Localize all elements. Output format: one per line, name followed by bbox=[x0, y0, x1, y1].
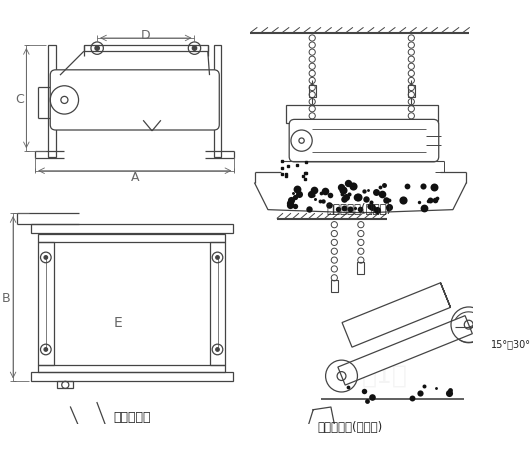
Bar bbox=[84, 46, 208, 52]
Polygon shape bbox=[338, 316, 472, 385]
Circle shape bbox=[95, 47, 99, 51]
Text: A: A bbox=[130, 170, 139, 183]
Bar bbox=[286, 106, 438, 124]
Bar bbox=[31, 224, 233, 233]
Text: B: B bbox=[2, 291, 10, 304]
Bar bbox=[408, 86, 415, 98]
Bar bbox=[38, 242, 54, 366]
Bar bbox=[357, 262, 365, 275]
Text: 15°～30°: 15°～30° bbox=[491, 339, 530, 349]
Circle shape bbox=[216, 348, 219, 351]
Text: C: C bbox=[15, 92, 24, 106]
Circle shape bbox=[216, 256, 219, 260]
FancyBboxPatch shape bbox=[289, 120, 439, 162]
Bar bbox=[214, 46, 221, 158]
Text: E: E bbox=[114, 315, 123, 329]
Bar bbox=[38, 235, 225, 242]
Text: 安装示意图(倾斜式): 安装示意图(倾斜式) bbox=[317, 420, 383, 433]
Bar bbox=[57, 381, 73, 389]
Polygon shape bbox=[342, 283, 450, 348]
Bar bbox=[209, 242, 225, 366]
Circle shape bbox=[44, 256, 48, 260]
Bar bbox=[48, 46, 56, 158]
Text: 安装示意图(水平式): 安装示意图(水平式) bbox=[326, 202, 392, 215]
Text: 外形尺寸图: 外形尺寸图 bbox=[113, 410, 151, 423]
Text: 第1格: 第1格 bbox=[362, 363, 408, 386]
Bar bbox=[308, 86, 316, 98]
Text: D: D bbox=[141, 29, 151, 42]
Bar bbox=[31, 373, 233, 381]
Bar bbox=[38, 366, 225, 373]
FancyBboxPatch shape bbox=[50, 71, 219, 131]
Bar bbox=[331, 280, 338, 292]
Circle shape bbox=[44, 348, 48, 351]
Circle shape bbox=[192, 47, 197, 51]
